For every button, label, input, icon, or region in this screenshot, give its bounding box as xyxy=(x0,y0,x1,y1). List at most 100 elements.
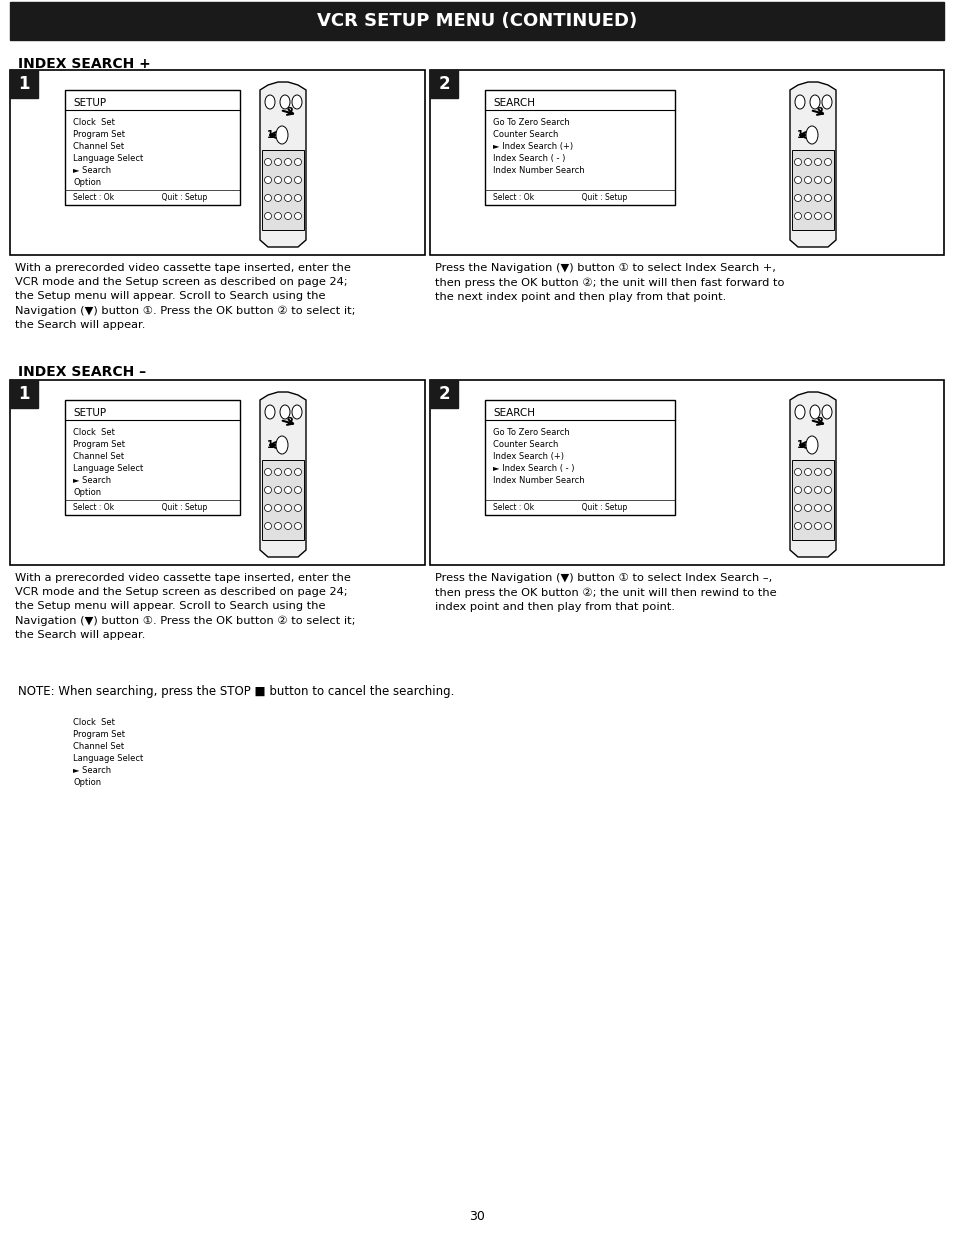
Circle shape xyxy=(284,194,292,201)
Circle shape xyxy=(794,522,801,530)
Circle shape xyxy=(814,505,821,511)
Circle shape xyxy=(794,177,801,184)
Text: ► Index Search ( - ): ► Index Search ( - ) xyxy=(493,464,574,473)
Polygon shape xyxy=(789,82,835,247)
Bar xyxy=(10,380,38,408)
Circle shape xyxy=(294,468,301,475)
Text: Go To Zero Search: Go To Zero Search xyxy=(493,429,569,437)
Ellipse shape xyxy=(292,95,302,109)
Circle shape xyxy=(264,505,272,511)
Text: 2: 2 xyxy=(437,385,450,403)
Circle shape xyxy=(264,468,272,475)
Circle shape xyxy=(814,212,821,220)
Circle shape xyxy=(814,194,821,201)
Text: Language Select: Language Select xyxy=(73,464,143,473)
Text: ► Search: ► Search xyxy=(73,766,111,776)
Ellipse shape xyxy=(821,405,831,419)
Ellipse shape xyxy=(809,405,820,419)
Circle shape xyxy=(274,505,281,511)
Text: ► Search: ► Search xyxy=(73,475,111,485)
Text: Program Set: Program Set xyxy=(73,440,125,450)
Text: 2: 2 xyxy=(816,417,822,427)
Circle shape xyxy=(294,522,301,530)
Text: Program Set: Program Set xyxy=(73,130,125,140)
Circle shape xyxy=(294,177,301,184)
Text: 1: 1 xyxy=(266,130,274,140)
Text: 1: 1 xyxy=(18,385,30,403)
Text: Select : Ok                    Quit : Setup: Select : Ok Quit : Setup xyxy=(73,503,207,511)
Circle shape xyxy=(284,505,292,511)
Circle shape xyxy=(274,177,281,184)
Text: SEARCH: SEARCH xyxy=(493,408,535,417)
Circle shape xyxy=(803,468,811,475)
Text: Clock  Set: Clock Set xyxy=(73,718,114,727)
Text: Channel Set: Channel Set xyxy=(73,452,124,461)
Text: 30: 30 xyxy=(469,1210,484,1224)
Text: Option: Option xyxy=(73,778,101,787)
Text: VCR SETUP MENU (CONTINUED): VCR SETUP MENU (CONTINUED) xyxy=(316,12,637,30)
Polygon shape xyxy=(260,391,306,557)
Ellipse shape xyxy=(821,95,831,109)
Bar xyxy=(10,380,424,564)
Circle shape xyxy=(294,505,301,511)
Bar xyxy=(484,90,675,205)
Text: Index Search (+): Index Search (+) xyxy=(493,452,563,461)
Ellipse shape xyxy=(280,95,290,109)
Text: Press the Navigation (▼) button ① to select Index Search +,
then press the OK bu: Press the Navigation (▼) button ① to sel… xyxy=(435,263,783,301)
Circle shape xyxy=(823,522,831,530)
Text: Clock  Set: Clock Set xyxy=(73,119,114,127)
Ellipse shape xyxy=(265,95,274,109)
Text: Channel Set: Channel Set xyxy=(73,742,124,751)
Circle shape xyxy=(823,158,831,165)
Text: Index Number Search: Index Number Search xyxy=(493,165,584,175)
Text: 1: 1 xyxy=(18,75,30,93)
Text: Clock  Set: Clock Set xyxy=(73,429,114,437)
Text: Index Search ( - ): Index Search ( - ) xyxy=(493,154,565,163)
Text: 1: 1 xyxy=(796,440,802,450)
Circle shape xyxy=(814,487,821,494)
Text: Counter Search: Counter Search xyxy=(493,440,558,450)
Ellipse shape xyxy=(275,436,288,454)
Circle shape xyxy=(274,194,281,201)
Text: 2: 2 xyxy=(286,417,294,427)
Circle shape xyxy=(814,522,821,530)
Circle shape xyxy=(794,212,801,220)
Text: INDEX SEARCH +: INDEX SEARCH + xyxy=(18,57,151,70)
Text: Language Select: Language Select xyxy=(73,154,143,163)
Text: SEARCH: SEARCH xyxy=(493,98,535,107)
Circle shape xyxy=(823,487,831,494)
Ellipse shape xyxy=(805,436,817,454)
Circle shape xyxy=(294,212,301,220)
Text: 2: 2 xyxy=(286,107,294,117)
Bar xyxy=(10,2,943,40)
Circle shape xyxy=(294,487,301,494)
Text: 2: 2 xyxy=(437,75,450,93)
Circle shape xyxy=(814,468,821,475)
Ellipse shape xyxy=(809,95,820,109)
Circle shape xyxy=(794,158,801,165)
Bar xyxy=(262,459,304,540)
Bar xyxy=(791,149,833,230)
Text: Press the Navigation (▼) button ① to select Index Search –,
then press the OK bu: Press the Navigation (▼) button ① to sel… xyxy=(435,573,776,611)
Circle shape xyxy=(794,505,801,511)
Circle shape xyxy=(274,522,281,530)
Text: INDEX SEARCH –: INDEX SEARCH – xyxy=(18,366,146,379)
Circle shape xyxy=(803,522,811,530)
Circle shape xyxy=(274,468,281,475)
Text: SETUP: SETUP xyxy=(73,98,106,107)
Bar xyxy=(65,90,240,205)
Text: NOTE: When searching, press the STOP ■ button to cancel the searching.: NOTE: When searching, press the STOP ■ b… xyxy=(18,685,454,698)
Bar xyxy=(430,380,457,408)
Ellipse shape xyxy=(794,405,804,419)
Circle shape xyxy=(823,194,831,201)
Circle shape xyxy=(823,177,831,184)
Bar xyxy=(430,380,943,564)
Circle shape xyxy=(814,177,821,184)
Text: With a prerecorded video cassette tape inserted, enter the
VCR mode and the Setu: With a prerecorded video cassette tape i… xyxy=(15,263,355,330)
Circle shape xyxy=(264,487,272,494)
Ellipse shape xyxy=(265,405,274,419)
Circle shape xyxy=(284,212,292,220)
Ellipse shape xyxy=(275,126,288,144)
Text: Select : Ok                    Quit : Setup: Select : Ok Quit : Setup xyxy=(493,503,626,511)
Text: Go To Zero Search: Go To Zero Search xyxy=(493,119,569,127)
